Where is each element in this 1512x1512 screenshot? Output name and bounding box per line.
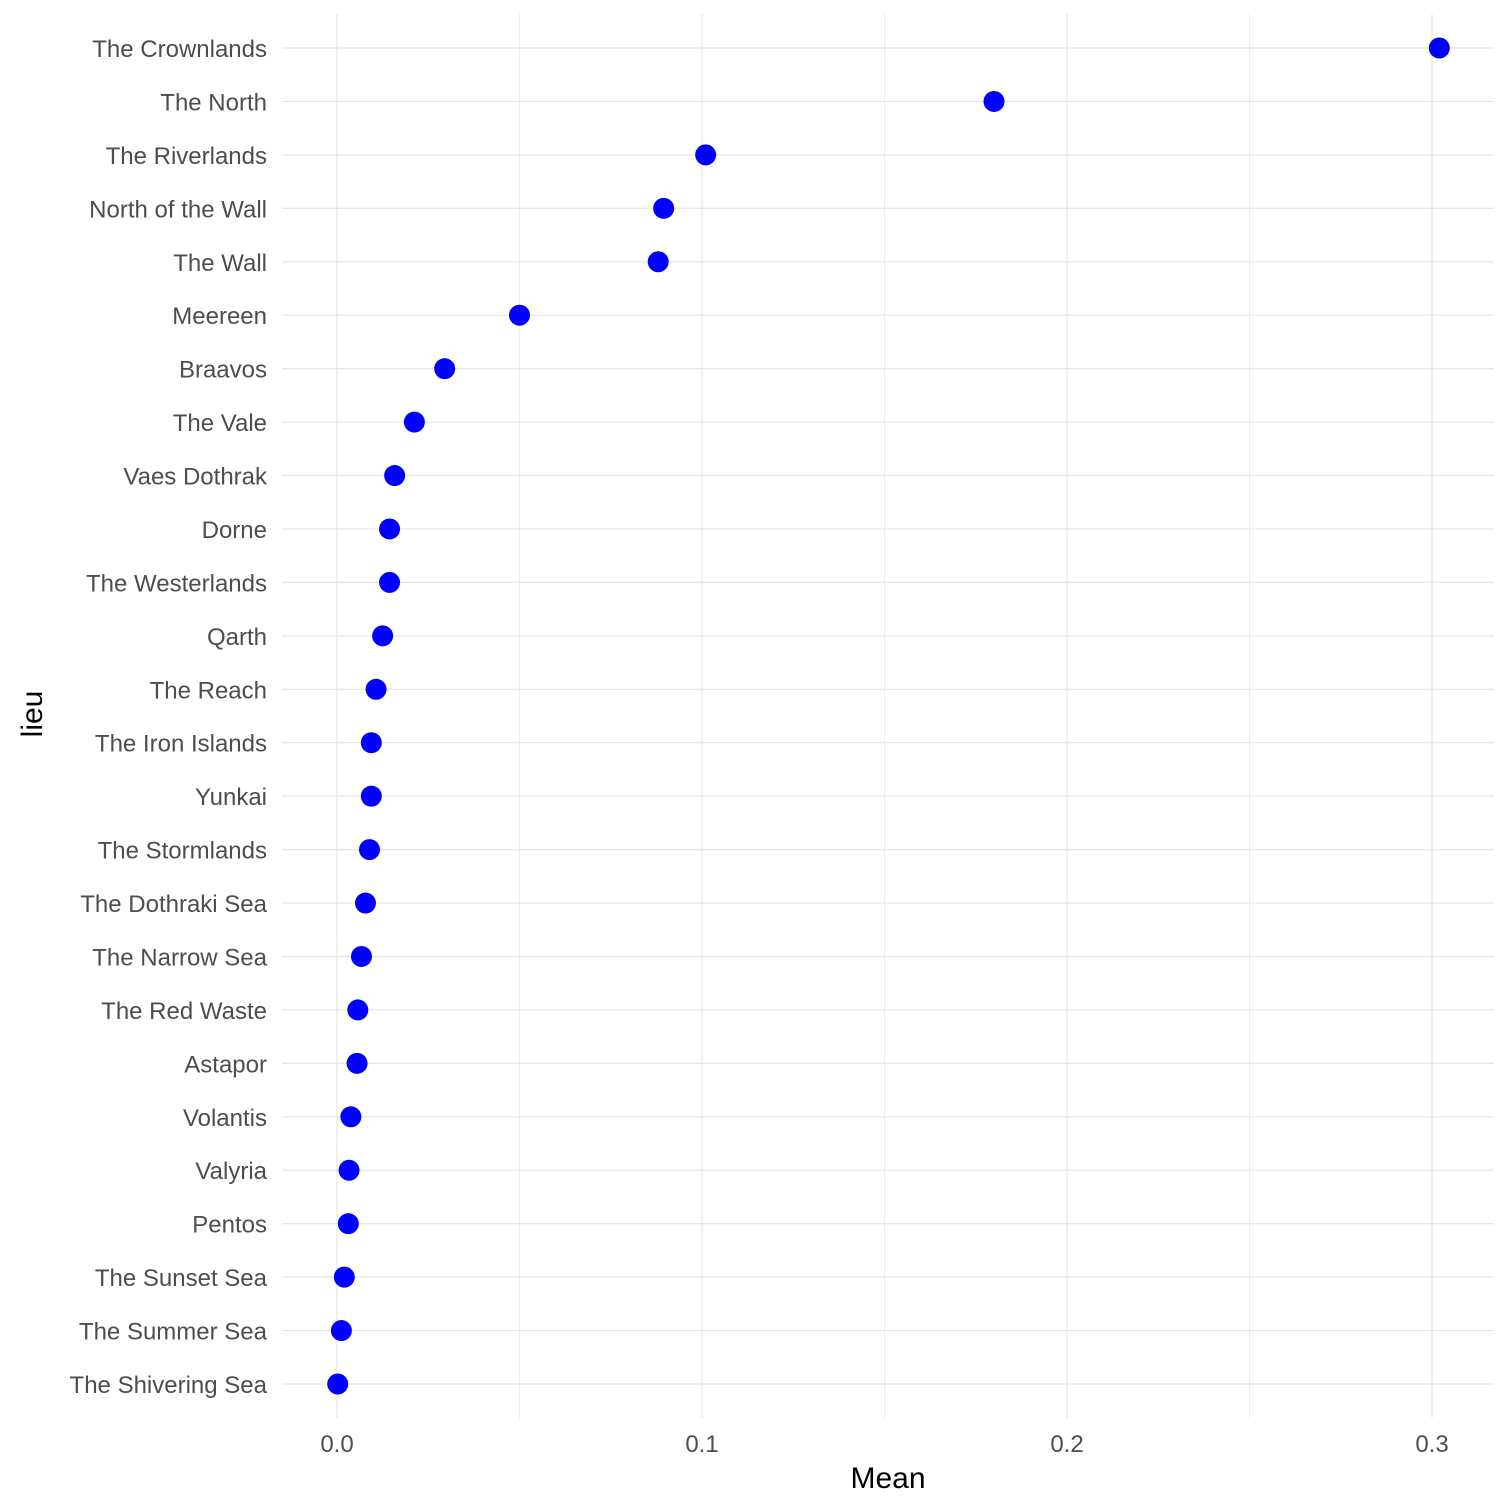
data-point	[384, 465, 406, 487]
data-point	[509, 304, 530, 326]
data-point	[337, 1213, 359, 1235]
y-tick-labels: The Crownlands The North The Riverlands Nor…	[70, 36, 268, 1399]
y-tick-label: Valyria	[195, 1158, 267, 1185]
data-point	[354, 892, 376, 914]
data-point	[379, 571, 401, 593]
y-tick-label: The Stormlands	[98, 838, 267, 865]
y-tick-label: Pentos	[192, 1212, 267, 1239]
data-points	[327, 37, 1450, 1395]
x-tick-label: 0.0	[320, 1431, 353, 1458]
data-point	[338, 1159, 360, 1181]
y-tick-label: Astapor	[184, 1051, 267, 1078]
x-axis-title: Mean	[850, 1462, 925, 1495]
data-point	[983, 90, 1005, 112]
y-tick-label: Braavos	[179, 357, 267, 384]
y-tick-label: The Narrow Sea	[92, 944, 267, 971]
data-point	[360, 785, 382, 807]
y-tick-label: Dorne	[202, 517, 267, 544]
data-point	[372, 625, 394, 647]
y-tick-label: The Crownlands	[92, 36, 267, 63]
y-tick-label: Qarth	[207, 624, 267, 651]
y-tick-label: The Shivering Sea	[70, 1372, 268, 1399]
data-point	[365, 678, 387, 700]
data-point	[358, 839, 380, 861]
y-tick-label: Volantis	[183, 1105, 267, 1132]
y-axis-title: lieu	[16, 691, 49, 738]
y-tick-label: North of the Wall	[89, 196, 267, 223]
y-tick-label: The Reach	[150, 677, 267, 704]
data-point	[647, 251, 669, 273]
data-point	[333, 1266, 355, 1288]
data-point	[695, 144, 717, 166]
y-tick-label: The Iron Islands	[95, 731, 267, 758]
y-tick-label: Yunkai	[195, 784, 267, 811]
data-point	[346, 1052, 368, 1074]
y-tick-label: The Sunset Sea	[95, 1265, 268, 1292]
y-tick-label: The Dothraki Sea	[80, 891, 267, 918]
data-point	[350, 945, 372, 967]
y-tick-label: The Wall	[173, 250, 267, 277]
data-point	[403, 411, 425, 433]
x-tick-label: 0.3	[1415, 1431, 1448, 1458]
data-point	[347, 999, 369, 1021]
data-point	[379, 518, 401, 540]
x-tick-label: 0.2	[1050, 1431, 1083, 1458]
data-point	[330, 1320, 352, 1342]
data-point	[340, 1106, 362, 1128]
y-tick-label: The Riverlands	[106, 143, 267, 170]
y-tick-label: Meereen	[172, 303, 267, 330]
y-tick-label: The Vale	[173, 410, 267, 437]
x-tick-label: 0.1	[685, 1431, 718, 1458]
y-tick-label: The Summer Sea	[79, 1319, 268, 1346]
y-tick-label: The Westerlands	[86, 570, 267, 597]
data-point	[327, 1373, 349, 1395]
y-tick-label: Vaes Dothrak	[123, 464, 268, 491]
y-tick-label: The North	[160, 89, 267, 116]
x-tick-labels: 0.0 0.1 0.2 0.3	[320, 1431, 1448, 1458]
data-point	[1428, 37, 1450, 59]
grid	[282, 14, 1494, 1418]
data-point	[653, 197, 675, 219]
data-point	[360, 732, 382, 754]
data-point	[434, 358, 456, 380]
y-tick-label: The Red Waste	[101, 998, 267, 1025]
